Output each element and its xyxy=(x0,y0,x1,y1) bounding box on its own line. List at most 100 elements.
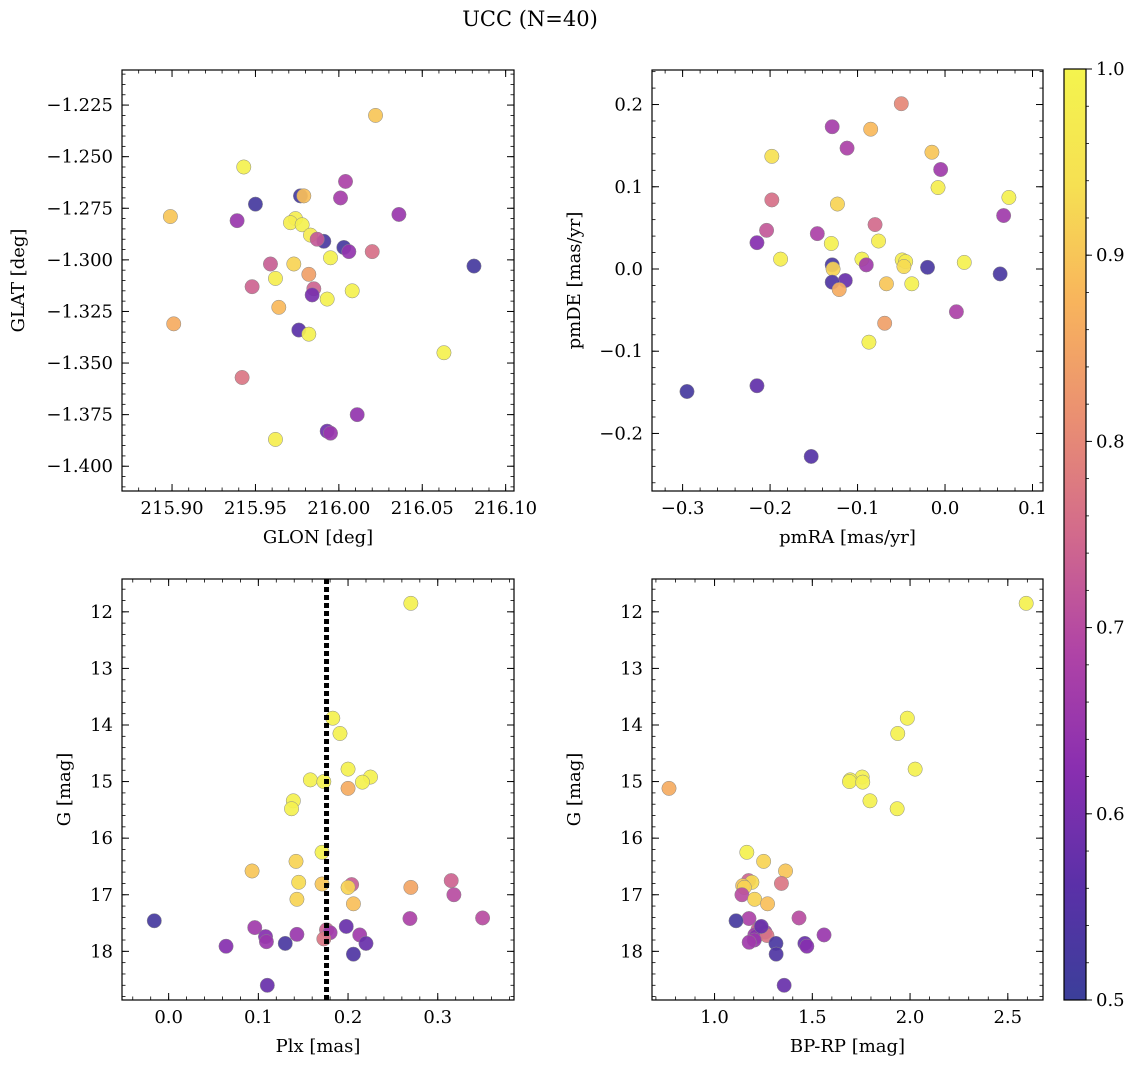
x-axis-label: GLON [deg] xyxy=(263,527,373,548)
scatter-points xyxy=(679,96,1017,464)
scatter-point xyxy=(304,287,320,303)
x-tick-label: −0.2 xyxy=(748,498,792,519)
scatter-point xyxy=(803,449,819,464)
scatter-point xyxy=(263,256,278,272)
y-tick-label: −0.2 xyxy=(599,423,643,444)
y-tick-label: 0.0 xyxy=(614,259,643,280)
scatter-point xyxy=(899,710,915,726)
scatter-point xyxy=(364,244,380,260)
scatter-point xyxy=(824,119,840,135)
scatter-point xyxy=(741,934,757,950)
scatter-point xyxy=(778,863,793,879)
y-tick-label: 12 xyxy=(90,602,113,623)
scatter-point xyxy=(341,244,357,260)
scatter-point xyxy=(338,173,353,189)
scatter-point xyxy=(831,282,847,297)
y-tick-label: 15 xyxy=(620,772,643,793)
scatter-point xyxy=(403,595,419,611)
colorbar-tick-label: 0.5 xyxy=(1096,990,1125,1011)
scatter-point xyxy=(749,235,765,251)
scatter-point xyxy=(234,370,250,385)
scatter-point xyxy=(340,780,356,796)
scatter-point xyxy=(302,772,318,788)
y-axis-label: GLAT [deg] xyxy=(8,229,29,333)
scatter-point xyxy=(924,144,940,160)
axes-frame xyxy=(121,69,515,492)
scatter-point xyxy=(403,879,419,895)
x-tick-label: 0.2 xyxy=(334,1007,363,1028)
scatter-point xyxy=(288,853,304,869)
scatter-point xyxy=(839,140,855,156)
y-tick-label: 18 xyxy=(90,941,113,962)
scatter-point xyxy=(907,761,923,777)
x-axis-label: BP-RP [mag] xyxy=(790,1036,905,1057)
scatter-point xyxy=(773,251,789,267)
scatter-point xyxy=(338,918,354,934)
scatter-point xyxy=(358,935,374,951)
y-tick-label: −1.325 xyxy=(46,301,113,322)
scatter-point xyxy=(289,891,305,907)
scatter-point xyxy=(354,774,370,790)
scatter-point xyxy=(340,761,356,777)
scatter-point xyxy=(829,196,845,212)
panel-pmra-pmde: −0.3 −0.2 −0.1 0.0 0.1 −0.2 −0.1 0.0 0.1 0.2 pmRA … xyxy=(564,69,1047,548)
x-tick-label: −0.1 xyxy=(836,498,880,519)
scatter-point xyxy=(728,913,744,929)
panel-glon-glat: 215.90 215.95 216.00 216.05 216.10 −1.400 −1.3… xyxy=(8,69,537,548)
scatter-point xyxy=(858,257,874,273)
scatter-point xyxy=(816,927,832,943)
y-tick-label: −0.1 xyxy=(599,341,643,362)
scatter-point xyxy=(759,222,775,238)
y-tick-label: −1.350 xyxy=(46,353,113,374)
colorbar-tick-label: 0.6 xyxy=(1096,804,1125,825)
scatter-point xyxy=(863,121,879,137)
y-tick-label: −1.375 xyxy=(46,405,113,426)
scatter-point xyxy=(436,345,452,361)
scatter-point xyxy=(753,918,769,934)
scatter-point xyxy=(332,726,348,741)
scatter-point xyxy=(930,180,946,196)
y-tick-label: 0.2 xyxy=(614,95,643,116)
scatter-point xyxy=(878,276,894,292)
axes-frame xyxy=(121,578,515,1001)
scatter-point xyxy=(349,407,365,423)
scatter-points xyxy=(661,595,1034,993)
panel-plx-g: 0.0 0.1 0.2 0.3 12 13 14 15 16 17 18 Plx [mas] G [ma… xyxy=(54,578,515,1057)
scatter-points xyxy=(146,595,491,993)
scatter-point xyxy=(340,879,356,895)
x-tick-label: 0.0 xyxy=(931,498,960,519)
y-tick-label: −1.225 xyxy=(46,95,113,116)
scatter-point xyxy=(896,259,912,274)
scatter-point xyxy=(871,233,887,249)
scatter-point xyxy=(268,270,283,286)
scatter-point xyxy=(475,910,491,926)
scatter-point xyxy=(296,188,312,204)
scatter-point xyxy=(1018,595,1034,611)
scatter-point xyxy=(391,207,407,222)
y-tick-label: −1.275 xyxy=(46,198,113,219)
scatter-point xyxy=(904,276,920,292)
x-tick-label: 0.1 xyxy=(244,1007,273,1028)
x-tick-label: 2.5 xyxy=(993,1007,1022,1028)
scatter-point xyxy=(861,334,877,350)
x-axis-label: Plx [mas] xyxy=(276,1036,361,1057)
y-tick-label: 0.1 xyxy=(614,177,643,198)
scatter-point xyxy=(166,316,182,332)
x-tick-label: 216.05 xyxy=(391,498,454,519)
x-tick-label: 1.0 xyxy=(700,1007,729,1028)
scatter-point xyxy=(284,801,299,817)
x-tick-label: 216.00 xyxy=(307,498,370,519)
y-tick-label: −1.400 xyxy=(46,456,113,477)
scatter-point xyxy=(345,946,361,962)
y-tick-label: 13 xyxy=(620,658,643,679)
scatter-point xyxy=(768,946,784,962)
x-tick-label: 215.95 xyxy=(224,498,287,519)
scatter-point xyxy=(291,874,307,890)
scatter-point xyxy=(776,977,792,993)
x-tick-label: 1.5 xyxy=(798,1007,827,1028)
y-axis-label: G [mag] xyxy=(54,753,75,826)
figure-title: UCC (N=40) xyxy=(462,7,598,31)
scatter-point xyxy=(244,863,260,879)
scatter-point xyxy=(760,896,775,912)
scatter-point xyxy=(247,920,263,936)
